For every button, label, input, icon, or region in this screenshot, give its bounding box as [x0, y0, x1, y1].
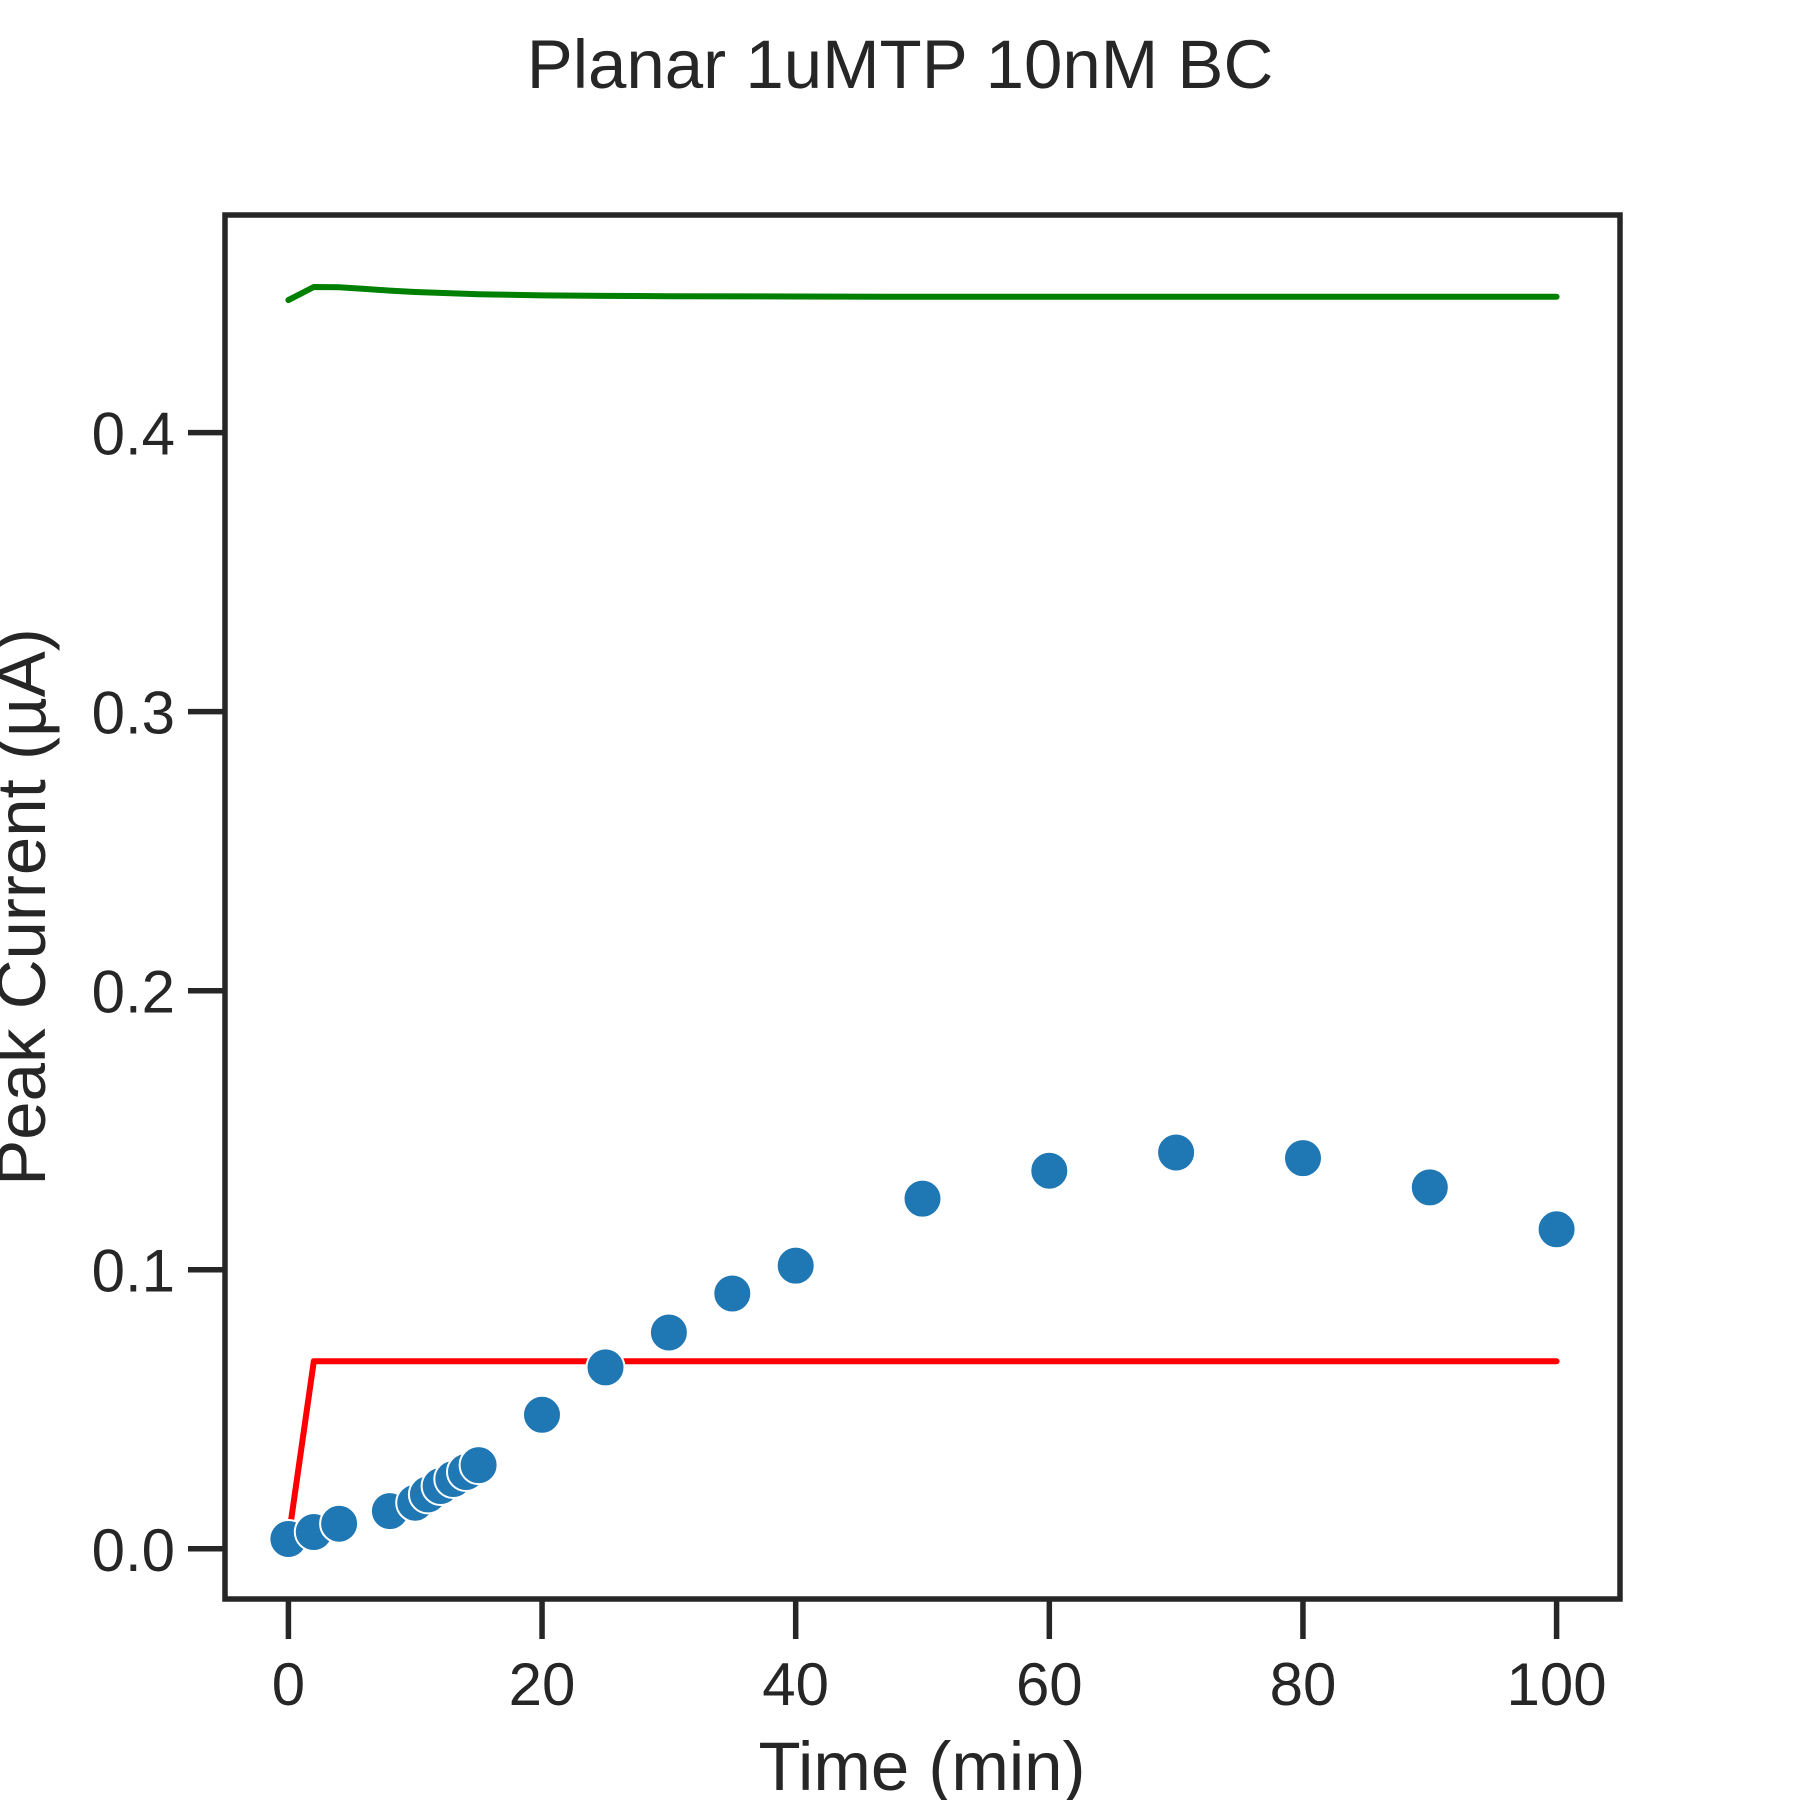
axes-frame	[222, 212, 1623, 1602]
y-tick-label: 0.4	[92, 401, 175, 468]
x-tick-label: 80	[1270, 1651, 1337, 1718]
chart-title: Planar 1uMTP 10nM BC	[527, 26, 1274, 103]
data-point	[1029, 1150, 1070, 1191]
data-point	[1283, 1138, 1323, 1179]
x-axis-label: Time (min)	[758, 1728, 1085, 1800]
y-axis-label: Peak Current (µA)	[0, 628, 60, 1185]
data-point	[1536, 1209, 1577, 1250]
series-line-1	[285, 1358, 1560, 1542]
series-line-0	[285, 284, 1560, 304]
x-tick-label: 40	[762, 1651, 829, 1718]
data-point	[458, 1445, 499, 1486]
y-tick-label: 0.3	[92, 680, 175, 747]
x-tick-label: 20	[509, 1651, 576, 1718]
plot-area	[268, 284, 1577, 1559]
y-tick-label: 0.0	[92, 1517, 175, 1584]
y-axis: 0.0 0.1 0.2 0.3 0.4	[92, 401, 225, 1584]
data-point	[648, 1312, 689, 1353]
data-point	[319, 1503, 360, 1544]
x-tick-label: 100	[1507, 1651, 1607, 1718]
x-tick-label: 0	[272, 1651, 305, 1718]
data-point	[585, 1347, 626, 1388]
x-tick-label: 60	[1016, 1651, 1083, 1718]
y-tick-label: 0.1	[92, 1238, 175, 1305]
x-axis: 0 20 40 60 80 100	[272, 1599, 1607, 1718]
y-tick-label: 0.2	[92, 959, 175, 1026]
data-point	[1409, 1167, 1450, 1208]
data-point	[712, 1273, 753, 1314]
data-point	[902, 1178, 943, 1219]
data-point	[1156, 1132, 1197, 1173]
data-point	[775, 1245, 816, 1286]
data-point	[522, 1394, 562, 1435]
